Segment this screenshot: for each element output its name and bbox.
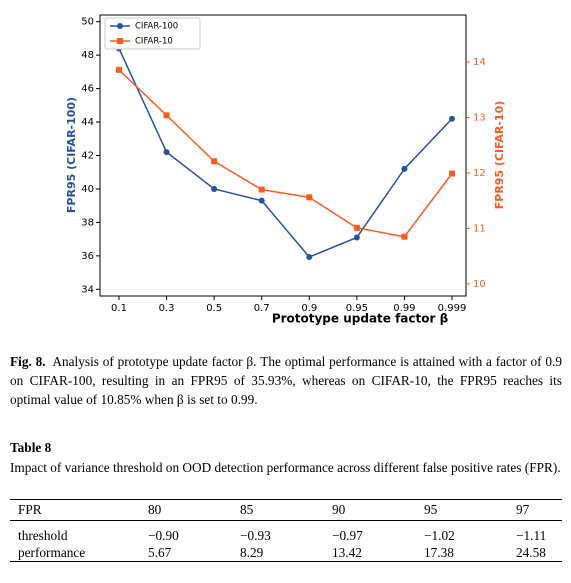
header-cell: 85	[240, 502, 254, 517]
y2-tick-label: 13	[473, 113, 486, 124]
table-title: Table 8	[10, 440, 52, 455]
legend-label: CIFAR-100	[135, 22, 178, 32]
data-point	[401, 165, 408, 172]
data-point	[116, 66, 122, 73]
data-point	[258, 186, 265, 193]
table-cell: −0.90	[148, 527, 179, 543]
y2-tick-label: 14	[473, 57, 486, 68]
data-point	[211, 185, 218, 192]
series-line	[118, 48, 453, 258]
x-tick-label: 0.5	[206, 303, 222, 314]
table-row: threshold −0.90 −0.93 −0.97 −1.02 −1.11	[10, 521, 562, 545]
data-point	[401, 233, 408, 240]
y-tick-label: 48	[81, 50, 94, 61]
data-point	[211, 158, 218, 165]
caption-label: Fig. 8.	[10, 354, 46, 369]
y2-tick-label: 12	[473, 168, 486, 179]
plot-frame	[99, 14, 467, 297]
x-axis-label: Prototype update factor β	[272, 312, 449, 326]
header-cell: FPR	[18, 502, 42, 517]
y-tick-label: 44	[81, 117, 94, 128]
legend-label: CIFAR-10	[135, 37, 173, 47]
chart: Prototype update factor β FPR95 (CIFAR-1…	[65, 14, 506, 326]
y-tick-label: 46	[81, 84, 94, 95]
y-tick-label: 36	[81, 251, 94, 262]
header-row: FPR 80 85 90 95 97	[10, 499, 562, 521]
data-point	[163, 149, 170, 156]
data-point	[449, 115, 455, 122]
table-cell: 5.67	[148, 544, 172, 560]
data-point	[353, 234, 360, 241]
table-cell: 13.42	[332, 544, 362, 560]
table-cell: 8.29	[240, 544, 264, 560]
header-cell: 95	[424, 502, 438, 517]
caption-text: Analysis of prototype update factor β. T…	[10, 354, 562, 407]
x-tick-label: 0.9	[301, 303, 317, 314]
data-point	[449, 170, 455, 177]
figure-caption: Fig. 8. Analysis of prototype update fac…	[10, 352, 562, 409]
header-cell: 90	[332, 502, 346, 517]
data-point	[306, 194, 313, 201]
table-cell: performance	[18, 544, 86, 560]
y-tick-label: 42	[81, 151, 94, 162]
data-point	[163, 112, 170, 119]
x-tick-label: 0.7	[254, 303, 270, 314]
y2-tick-label: 11	[473, 223, 486, 234]
table-cell: threshold	[18, 527, 68, 543]
header-cell: 80	[148, 502, 162, 517]
table-cell: 17.38	[424, 544, 454, 560]
table-cell: −1.02	[424, 527, 455, 543]
table: FPR 80 85 90 95 97 threshold −0.90 −0.93 −0.97 −1…	[10, 499, 562, 562]
x-tick-label: 0.1	[111, 303, 127, 314]
y-tick-label: 34	[81, 284, 94, 295]
y-axis-label: FPR95 (CIFAR-100)	[65, 97, 78, 213]
header-cell: 97	[516, 502, 530, 517]
legend-marker	[117, 38, 123, 44]
table-cell: 24.58	[516, 544, 546, 560]
data-point	[353, 224, 360, 231]
y2-axis-label: FPR95 (CIFAR-10)	[493, 101, 506, 210]
legend-marker	[117, 23, 123, 29]
y-tick-label: 50	[81, 17, 94, 28]
x-tick-label: 0.95	[346, 303, 368, 314]
data-point	[258, 197, 265, 204]
data-point	[306, 254, 313, 261]
x-tick-label: 0.999	[438, 303, 467, 314]
table-cell: −0.97	[332, 527, 363, 543]
table-cell: −0.93	[240, 527, 271, 543]
y2-tick-label: 10	[473, 279, 486, 290]
table-caption: Impact of variance threshold on OOD dete…	[10, 460, 561, 475]
series-line	[118, 69, 453, 238]
y-tick-label: 38	[81, 217, 94, 228]
table-row: performance 5.67 8.29 13.42 17.38 24.58	[10, 544, 562, 562]
y-tick-label: 40	[81, 184, 94, 195]
table-cell: −1.11	[516, 527, 547, 543]
x-tick-label: 0.99	[393, 303, 415, 314]
x-tick-label: 0.3	[159, 303, 175, 314]
